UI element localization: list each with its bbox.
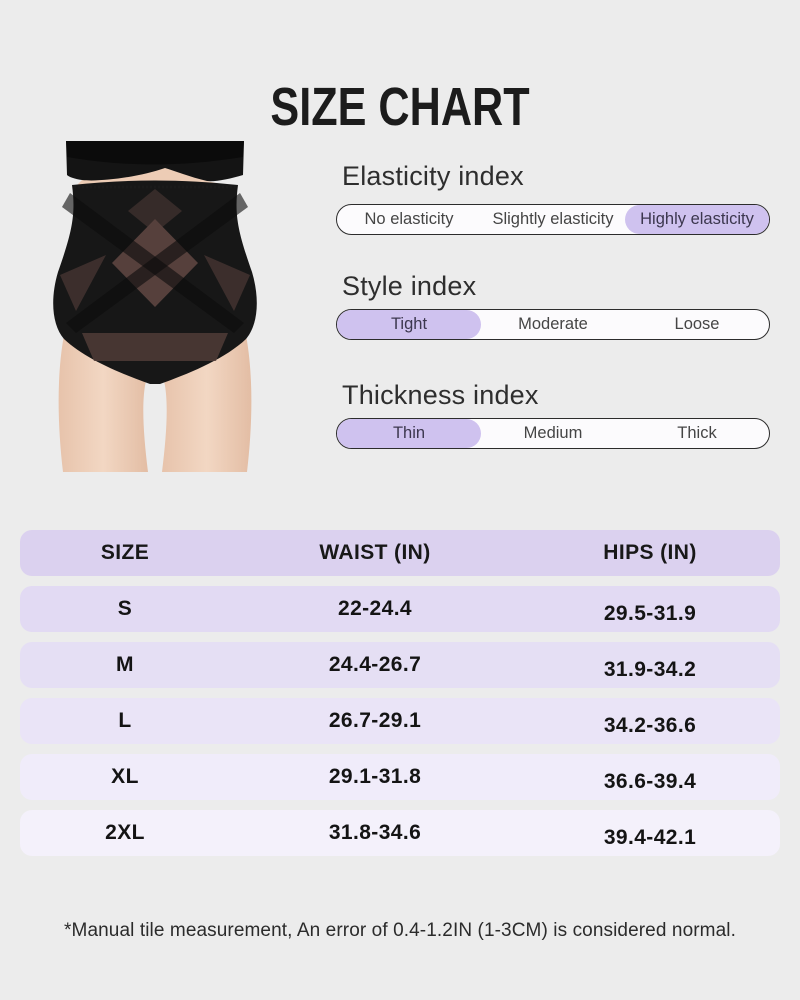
thickness-index-bar: Thin Medium Thick	[336, 418, 770, 449]
segment-moderate: Moderate	[518, 315, 588, 333]
segment-loose: Loose	[674, 315, 720, 333]
size-cell: XL	[111, 765, 139, 788]
segment-tight: Tight	[337, 310, 481, 339]
bra-lace-shadow	[66, 141, 244, 165]
waist-cell: 22-24.4	[337, 597, 413, 620]
waist-cell: 24.4-26.7	[328, 653, 422, 676]
mesh-diamond-top	[128, 189, 182, 233]
segment-medium: Medium	[523, 424, 583, 442]
hips-cell: 39.4-42.1	[603, 826, 697, 849]
thickness-index-label: Thickness index	[342, 380, 539, 410]
waist-cell: 29.1-31.8	[328, 765, 422, 788]
style-index-bar: Tight Moderate Loose	[336, 309, 770, 340]
table-row: L 26.7-29.1 34.2-36.6	[20, 698, 780, 744]
segment-slightly-elasticity: Slightly elasticity	[492, 210, 614, 228]
segment-thick: Thick	[677, 424, 717, 442]
product-photo	[30, 127, 280, 472]
size-cell: S	[117, 597, 133, 620]
style-index-label: Style index	[342, 271, 477, 301]
shapewear-product-image	[53, 141, 257, 472]
segment-no-elasticity: No elasticity	[364, 210, 454, 228]
page-title-text: SIZE CHART	[270, 77, 530, 138]
measurement-footnote: *Manual tile measurement, An error of 0.…	[64, 920, 736, 941]
column-header-waist: WAIST (IN)	[319, 541, 431, 564]
mesh-band-briefs	[82, 333, 228, 361]
column-header-hips: HIPS (IN)	[603, 541, 697, 564]
hips-cell: 31.9-34.2	[603, 658, 697, 681]
segment-thin: Thin	[337, 419, 481, 448]
size-cell: 2XL	[105, 821, 145, 844]
segment-highly-elasticity: Highly elasticity	[625, 205, 769, 234]
elasticity-index-bar: No elasticity Slightly elasticity Highly…	[336, 204, 770, 235]
right-leg	[162, 335, 252, 472]
size-cell: L	[118, 709, 132, 732]
elasticity-index-label: Elasticity index	[342, 161, 524, 191]
mesh-hip-left	[60, 255, 106, 311]
waist-cell: 31.8-34.6	[328, 821, 422, 844]
cross-strap-right	[66, 193, 248, 333]
table-row: 2XL 31.8-34.6 39.4-42.1	[20, 810, 780, 856]
hips-cell: 36.6-39.4	[603, 770, 697, 793]
size-cell: M	[116, 653, 134, 676]
hips-cell: 34.2-36.6	[603, 714, 697, 737]
bra-band	[66, 141, 244, 182]
table-header-row: SIZE WAIST (IN) HIPS (IN)	[20, 530, 780, 576]
table-row: M 24.4-26.7 31.9-34.2	[20, 642, 780, 688]
column-header-size: SIZE	[100, 541, 150, 564]
mesh-hip-right	[204, 255, 250, 311]
table-row: XL 29.1-31.8 36.6-39.4	[20, 754, 780, 800]
left-leg	[58, 335, 148, 472]
hips-cell: 29.5-31.9	[603, 602, 697, 625]
page-title: SIZE CHART	[0, 76, 800, 138]
table-row: S 22-24.4 29.5-31.9	[20, 586, 780, 632]
waist-cell: 26.7-29.1	[328, 709, 422, 732]
